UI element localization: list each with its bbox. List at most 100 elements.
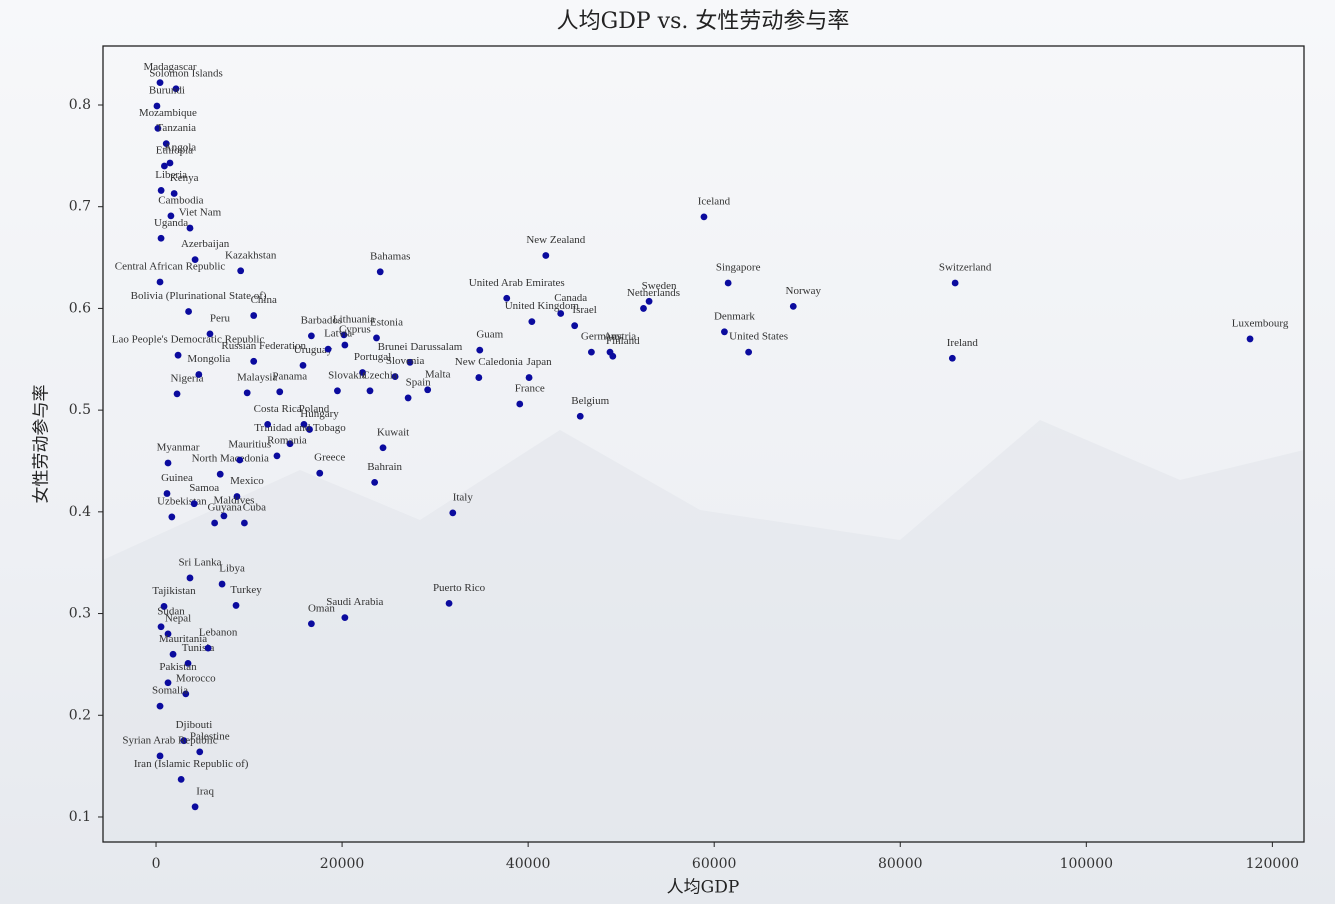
point-label: Bahrain bbox=[367, 461, 402, 473]
point-label: Tanzania bbox=[156, 122, 196, 134]
point-label: Bolivia (Plurinational State of) bbox=[131, 290, 267, 302]
point bbox=[163, 490, 171, 497]
point-label: Portugal bbox=[354, 351, 391, 363]
point bbox=[476, 346, 484, 354]
point-label: Guyana bbox=[208, 502, 242, 514]
point-label: Austria bbox=[604, 331, 637, 343]
point-label: Myanmar bbox=[157, 442, 200, 454]
y-tick-label: 0.4 bbox=[69, 504, 91, 520]
point-label: Uganda bbox=[154, 217, 188, 229]
point-label: Liberia bbox=[155, 169, 187, 181]
point bbox=[196, 748, 204, 756]
point-label: Greece bbox=[314, 452, 345, 464]
point bbox=[216, 470, 224, 478]
point-label: Burundi bbox=[149, 85, 185, 97]
point bbox=[571, 322, 579, 330]
point-label: Italy bbox=[453, 491, 474, 503]
point bbox=[576, 412, 584, 420]
point-label: Palestine bbox=[190, 730, 230, 742]
point bbox=[153, 102, 161, 110]
point bbox=[379, 444, 387, 452]
point bbox=[195, 371, 203, 378]
point bbox=[243, 389, 251, 397]
y-tick-label: 0.2 bbox=[69, 707, 91, 723]
point-label: Angola bbox=[164, 142, 197, 154]
point bbox=[220, 512, 228, 520]
point bbox=[299, 361, 307, 369]
point-label: Samoa bbox=[189, 482, 219, 494]
point bbox=[951, 279, 959, 287]
point bbox=[186, 574, 194, 582]
point-label: Mauritius bbox=[228, 439, 271, 451]
point bbox=[164, 630, 172, 638]
y-tick-label: 0.7 bbox=[69, 199, 91, 215]
point bbox=[789, 302, 797, 310]
x-tick-label: 60000 bbox=[692, 856, 737, 872]
point bbox=[700, 213, 708, 221]
point bbox=[1246, 335, 1254, 343]
point-label: Norway bbox=[786, 285, 822, 297]
point bbox=[588, 348, 595, 356]
point-label: Slovenia bbox=[386, 355, 425, 367]
point-label: Trinidad and Tobago bbox=[254, 422, 346, 434]
point-label: New Caledonia bbox=[455, 356, 523, 368]
point bbox=[341, 341, 349, 349]
plot-frame bbox=[102, 45, 1305, 843]
point bbox=[156, 278, 164, 286]
point-label: Kazakhstan bbox=[225, 249, 277, 261]
point-label: Morocco bbox=[176, 672, 216, 684]
point bbox=[525, 374, 533, 381]
point-label: Uruguay bbox=[294, 344, 333, 356]
point bbox=[191, 256, 199, 263]
point bbox=[237, 267, 245, 275]
point bbox=[164, 459, 172, 467]
point-label: Costa Rica bbox=[254, 403, 302, 415]
point-label: Viet Nam bbox=[179, 207, 222, 219]
point-label: Cyprus bbox=[339, 324, 371, 336]
point-label: Oman bbox=[308, 602, 335, 614]
point-label: Madagascar bbox=[143, 61, 196, 73]
point-label: Barbados bbox=[301, 314, 343, 326]
point-label: Estonia bbox=[370, 316, 403, 328]
point bbox=[169, 650, 177, 658]
point bbox=[721, 328, 728, 336]
point-label: Germany bbox=[581, 331, 622, 343]
point bbox=[180, 737, 188, 745]
point bbox=[424, 386, 432, 394]
point-label: Syrian Arab Republic bbox=[122, 734, 217, 746]
point-label: Ireland bbox=[947, 337, 979, 349]
point-label: Cambodia bbox=[158, 194, 203, 206]
point bbox=[307, 332, 315, 340]
point bbox=[516, 400, 524, 408]
x-axis-label: 人均GDP bbox=[667, 878, 740, 898]
point-label: Israel bbox=[572, 304, 596, 316]
point-label: Djibouti bbox=[176, 719, 213, 731]
x-tick-label: 20000 bbox=[320, 856, 365, 872]
point bbox=[168, 513, 176, 521]
point bbox=[177, 775, 185, 783]
point-label: Central African Republic bbox=[115, 261, 226, 273]
point-label: Kuwait bbox=[377, 426, 409, 438]
point bbox=[449, 509, 457, 517]
point bbox=[204, 644, 212, 652]
point-label: Sweden bbox=[642, 280, 677, 292]
point bbox=[241, 519, 248, 527]
point bbox=[341, 614, 349, 622]
point-label: Libya bbox=[219, 563, 245, 575]
point bbox=[154, 124, 162, 132]
point bbox=[376, 268, 384, 276]
point bbox=[640, 305, 647, 312]
point-label: Malta bbox=[425, 368, 451, 380]
point-label: Denmark bbox=[714, 310, 755, 322]
point-label: Guam bbox=[476, 329, 503, 341]
point-label: United States bbox=[729, 331, 788, 343]
point-label: Iran (Islamic Republic of) bbox=[134, 758, 249, 770]
point-label: Azerbaijan bbox=[181, 238, 230, 250]
x-tick-label: 120000 bbox=[1246, 856, 1299, 872]
point bbox=[503, 294, 511, 302]
point bbox=[606, 348, 614, 356]
y-tick-label: 0.5 bbox=[69, 402, 91, 418]
point-label: France bbox=[515, 383, 545, 395]
point bbox=[406, 358, 414, 366]
